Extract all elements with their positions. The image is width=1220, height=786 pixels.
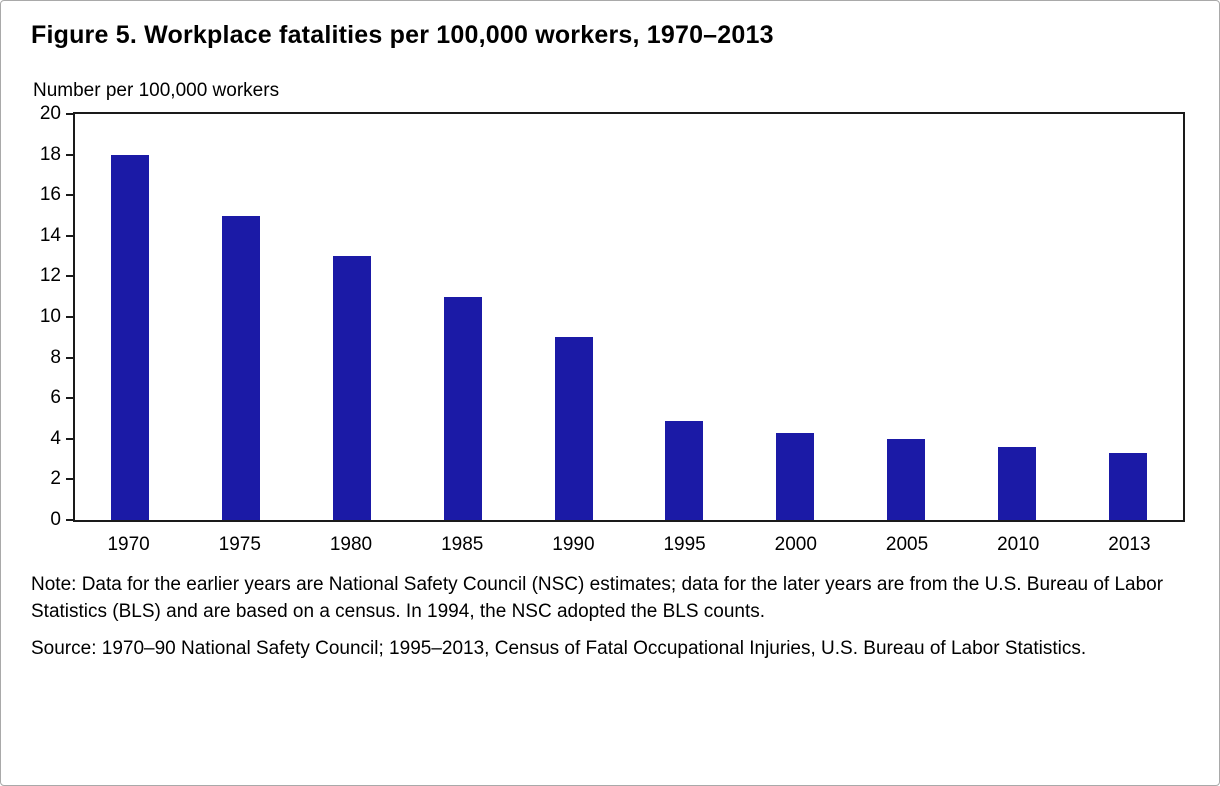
y-tick-label: 10 — [39, 306, 61, 327]
y-tick-mark — [66, 356, 75, 359]
y-tick-mark — [66, 113, 75, 115]
y-tick-mark — [66, 275, 75, 278]
y-tick-mark — [66, 397, 75, 400]
bar-2010 — [997, 446, 1036, 520]
y-tick-mark — [66, 194, 75, 197]
note-text: Note: Data for the earlier years are Nat… — [31, 574, 1164, 622]
y-tick-mark — [66, 478, 75, 481]
bars-row — [75, 114, 1183, 520]
bar-slot — [740, 114, 851, 520]
y-tick-label: 16 — [39, 184, 61, 206]
x-tick-label: 1980 — [329, 534, 373, 555]
y-tick-label: 4 — [50, 427, 61, 449]
bar-slot — [851, 114, 962, 520]
x-tick-label: 1985 — [441, 534, 484, 555]
bar-1990 — [554, 337, 593, 520]
bar-slot — [629, 114, 740, 520]
bar-1970 — [111, 154, 150, 520]
bar-slot — [186, 114, 297, 520]
y-tick-mark — [66, 234, 75, 237]
x-tick-label: 1975 — [218, 534, 261, 555]
bar-slot — [1072, 114, 1183, 520]
y-tick-label: 0 — [50, 509, 61, 530]
plot-area: 0 2 4 6 8 10 12 14 16 18 20 — [40, 104, 1185, 530]
bar-slot — [407, 114, 518, 520]
y-tick-mark — [66, 437, 75, 440]
figure-title: Figure 5. Workplace fatalities per 100,0… — [31, 21, 774, 49]
bar-slot — [961, 114, 1072, 520]
bar-1985 — [443, 296, 482, 520]
x-tick-label: 2013 — [1108, 534, 1151, 555]
y-axis-caption: Number per 100,000 workers — [33, 80, 280, 101]
bar-1975 — [222, 215, 261, 520]
y-tick-label: 14 — [39, 224, 61, 246]
x-axis-labels: 1970 1975 1980 1985 1990 1995 2000 2005 2010 2013 — [73, 534, 1185, 556]
y-tick-label: 6 — [50, 387, 61, 409]
bar-1995 — [665, 420, 704, 520]
y-tick-label: 18 — [39, 143, 61, 165]
bar-2013 — [1108, 453, 1147, 520]
y-tick-label: 20 — [39, 103, 61, 124]
bar-slot — [297, 114, 408, 520]
y-tick-label: 2 — [50, 468, 61, 490]
x-tick-label: 2005 — [885, 534, 929, 555]
y-tick-mark — [66, 316, 75, 318]
x-tick-label: 2000 — [774, 534, 817, 555]
x-tick-label: 1990 — [552, 534, 595, 555]
bar-2000 — [776, 432, 815, 520]
bar-slot — [518, 114, 629, 520]
x-tick-label: 1995 — [663, 534, 706, 555]
source-text: Source: 1970–90 National Safety Council;… — [31, 637, 1087, 659]
bar-chart: 0 2 4 6 8 10 12 14 16 18 20 1970 1975 1980 1985 1990 19… — [40, 104, 1185, 556]
y-tick-mark — [66, 519, 75, 521]
y-tick-mark — [66, 153, 75, 156]
x-tick-label: 1970 — [107, 534, 150, 555]
y-tick-label: 12 — [39, 265, 61, 287]
y-tick-label: 8 — [50, 346, 61, 368]
bar-1980 — [332, 256, 371, 520]
x-tick-label: 2010 — [997, 534, 1040, 555]
bar-slot — [75, 114, 186, 520]
bar-2005 — [886, 438, 925, 520]
